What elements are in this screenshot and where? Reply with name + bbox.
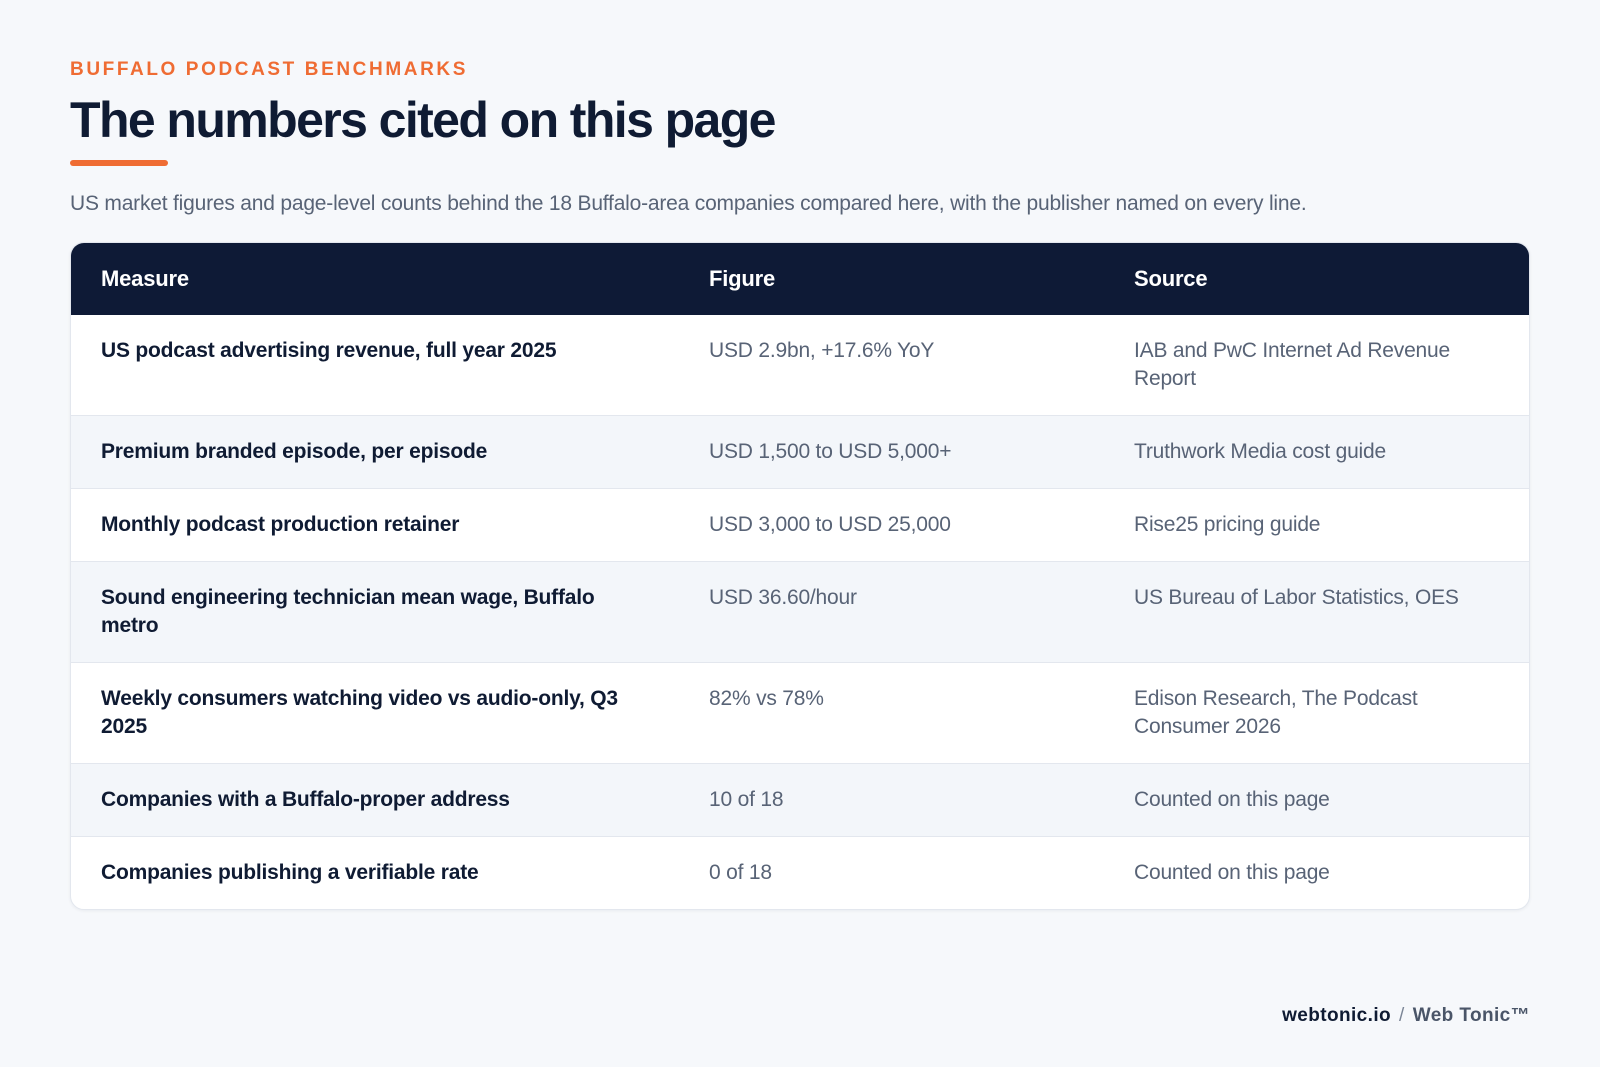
eyebrow-label: BUFFALO PODCAST BENCHMARKS: [70, 59, 468, 80]
source-cell: Edison Research, The Podcast Consumer 20…: [1104, 662, 1529, 764]
figure-cell: USD 2.9bn, +17.6% YoY: [709, 339, 935, 363]
measure-cell: Companies publishing a verifiable rate: [71, 836, 679, 910]
measure-cell: Sound engineering technician mean wage, …: [71, 561, 679, 663]
table-row: Premium branded episode, per episode USD…: [71, 415, 1529, 489]
table-row: Weekly consumers watching video vs audio…: [71, 662, 1529, 764]
measure-cell: Companies with a Buffalo-proper address: [71, 763, 679, 837]
measure-cell: Weekly consumers watching video vs audio…: [71, 662, 679, 764]
table-row: Sound engineering technician mean wage, …: [71, 561, 1529, 663]
source-cell: Truthwork Media cost guide: [1104, 415, 1529, 489]
figure-cell: USD 36.60/hour: [679, 561, 1104, 663]
measure-cell: US podcast advertising revenue, full yea…: [101, 339, 557, 363]
column-header-figure: Figure: [679, 243, 1104, 316]
source-cell: Rise25 pricing guide: [1104, 488, 1529, 562]
table-header-row: Measure Figure Source: [71, 243, 1529, 316]
page-subtitle: US market figures and page-level counts …: [70, 192, 1307, 215]
benchmarks-table: Measure Figure Source US podcast adverti…: [71, 243, 1529, 910]
footer-brand: Web Tonic™: [1412, 1005, 1530, 1026]
source-cell: Counted on this page: [1104, 836, 1529, 910]
benchmarks-table-card: Measure Figure Source US podcast adverti…: [70, 242, 1530, 911]
source-cell: Counted on this page: [1104, 763, 1529, 837]
figure-cell: 0 of 18: [679, 836, 1104, 910]
table-row: US podcast advertising revenue, full yea…: [71, 315, 1529, 416]
measure-cell: Monthly podcast production retainer: [71, 488, 679, 562]
footer-separator: /: [1399, 1005, 1405, 1026]
figure-cell: 82% vs 78%: [679, 662, 1104, 764]
source-cell: US Bureau of Labor Statistics, OES: [1104, 561, 1529, 663]
table-row: Monthly podcast production retainer USD …: [71, 488, 1529, 562]
title-accent-bar: [70, 160, 168, 166]
page-title: The numbers cited on this page: [70, 92, 776, 148]
source-cell: IAB and PwC Internet Ad Revenue Report: [1134, 339, 1450, 391]
measure-cell: Premium branded episode, per episode: [71, 415, 679, 489]
page: BUFFALO PODCAST BENCHMARKS The numbers c…: [70, 58, 1530, 911]
figure-cell: USD 1,500 to USD 5,000+: [679, 415, 1104, 489]
column-header-source: Source: [1104, 243, 1529, 316]
column-header-measure: Measure: [71, 243, 679, 316]
footer-domain: webtonic.io: [1282, 1005, 1392, 1026]
table-row: Companies publishing a verifiable rate 0…: [71, 836, 1529, 910]
figure-cell: USD 3,000 to USD 25,000: [679, 488, 1104, 562]
table-row: Companies with a Buffalo-proper address …: [71, 763, 1529, 837]
figure-cell: 10 of 18: [679, 763, 1104, 837]
footer-credit: webtonic.io / Web Tonic™: [1282, 1005, 1530, 1027]
